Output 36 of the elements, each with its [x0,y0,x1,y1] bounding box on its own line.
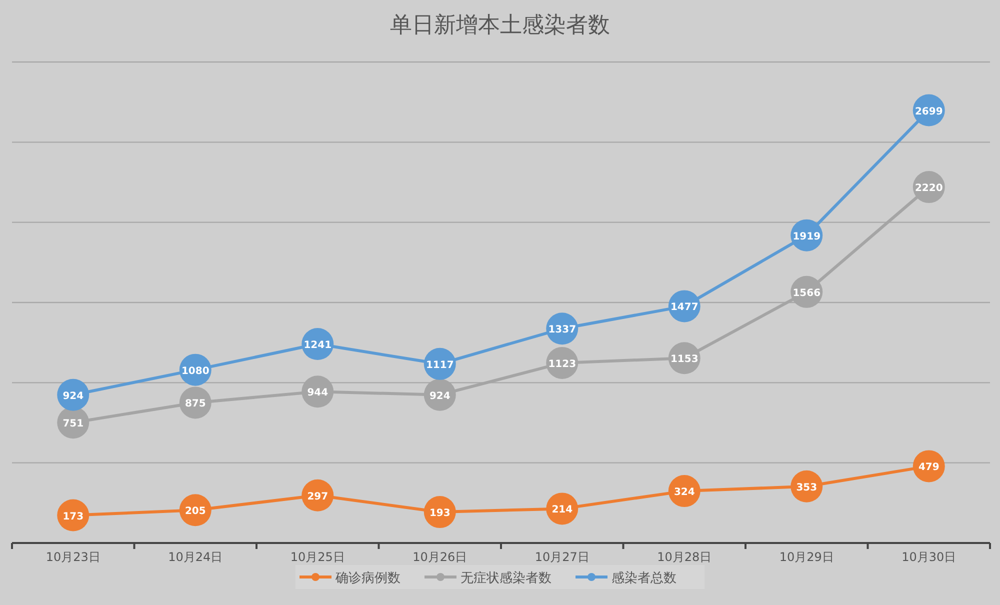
data-label: 944 [307,388,328,399]
chart-title: 单日新增本土感染者数 [390,13,610,38]
data-label: 1080 [181,366,210,377]
data-label: 479 [918,462,940,474]
data-label: 1123 [548,358,576,370]
data-label: 1477 [670,302,698,314]
x-tick-label: 10月30日 [902,550,956,564]
data-label: 214 [552,504,573,516]
data-label: 173 [62,511,84,522]
data-label: 1337 [548,324,576,336]
legend-label: 确诊病例数 [334,571,400,586]
data-label: 1241 [304,340,332,352]
x-tick-label: 10月25日 [290,550,345,564]
x-tick-label: 10月27日 [534,550,590,564]
data-label: 1117 [426,360,454,371]
data-label: 324 [674,487,695,498]
data-label: 924 [429,390,450,402]
x-tick-label: 10月29日 [779,550,834,564]
data-label: 2220 [914,183,943,194]
data-label: 1919 [792,231,821,242]
data-label: 1566 [792,288,821,299]
data-label: 924 [62,390,84,402]
x-tick-label: 10月24日 [168,550,223,564]
legend-label: 无症状感染者数 [460,571,552,586]
data-label: 297 [307,491,328,502]
data-label: 353 [796,482,818,494]
data-label: 875 [184,398,206,410]
data-label: 193 [429,508,450,520]
x-tick-label: 10月23日 [46,550,100,564]
legend-label: 感染者总数 [612,571,676,586]
data-label: 2699 [914,106,943,118]
data-label: 1153 [670,354,698,366]
data-label: 205 [184,506,206,518]
x-tick-label: 10月26日 [412,550,468,564]
x-tick-label: 10月28日 [657,550,712,564]
data-label: 751 [62,418,84,430]
